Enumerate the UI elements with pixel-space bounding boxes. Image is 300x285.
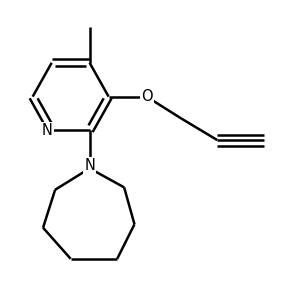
Text: O: O xyxy=(141,89,152,104)
Text: N: N xyxy=(84,158,95,173)
Text: N: N xyxy=(42,123,53,138)
